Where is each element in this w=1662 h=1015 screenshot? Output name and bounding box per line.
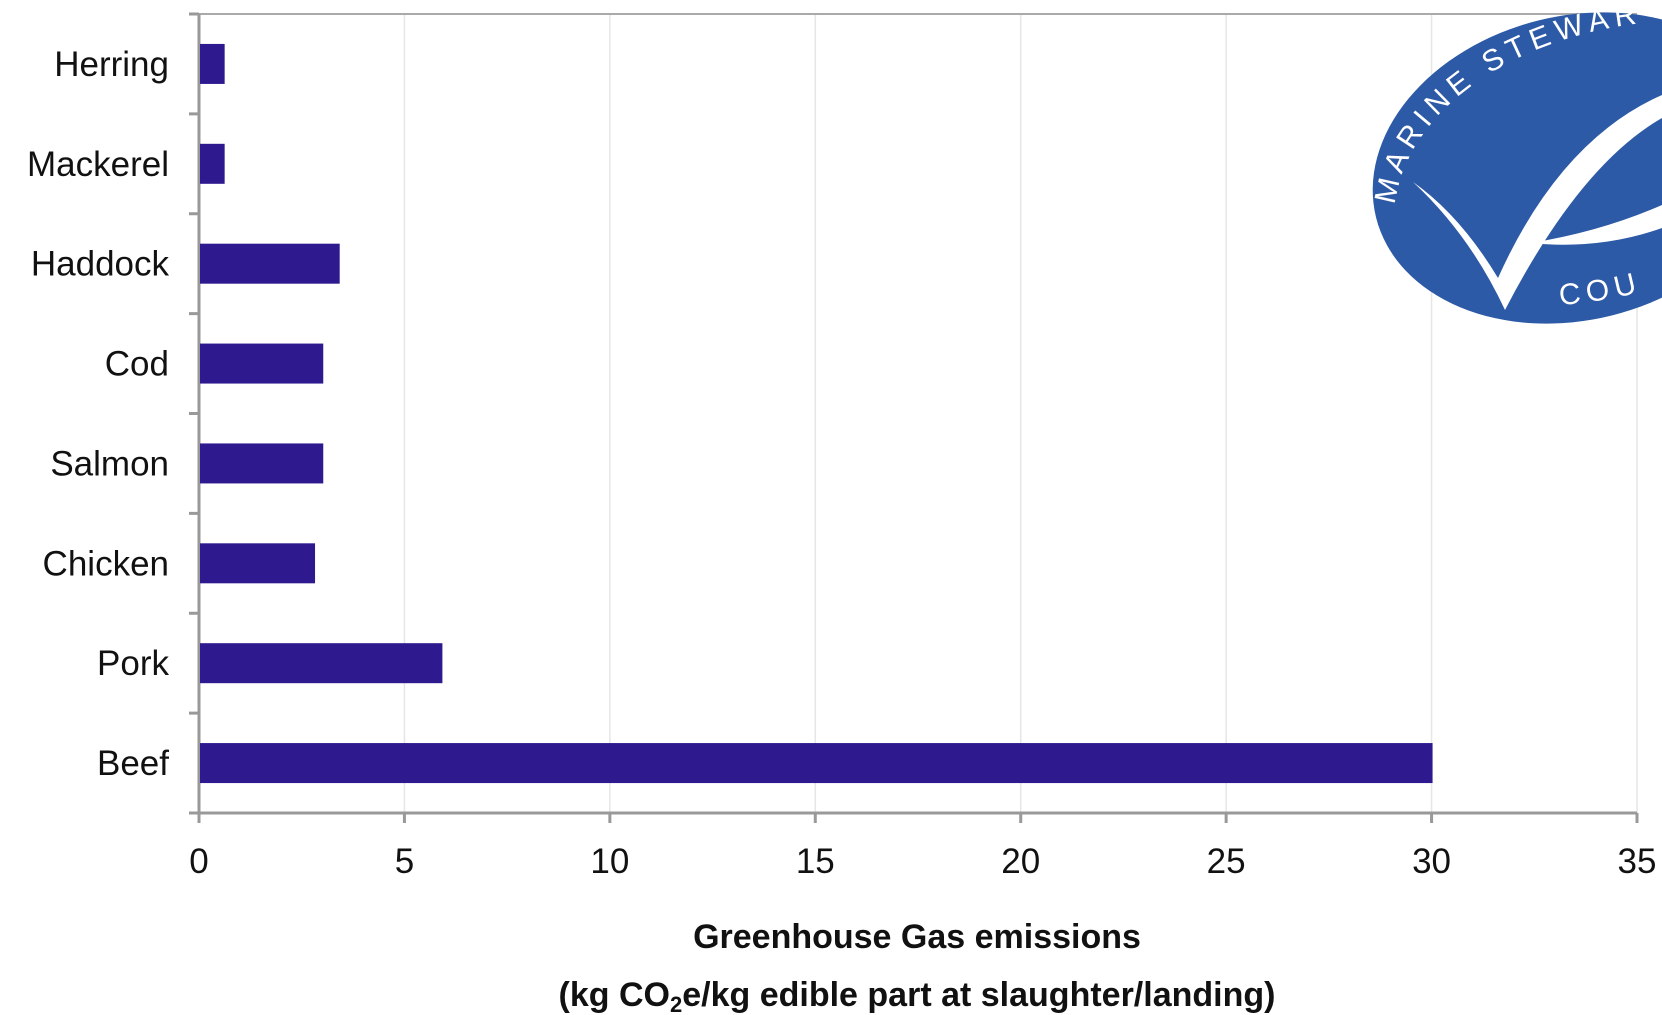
x-tick-label: 0 <box>189 842 208 881</box>
category-label-pork: Pork <box>97 644 169 683</box>
msc-logo: MARINE STEWAR COU <box>1339 0 1662 365</box>
category-label-chicken: Chicken <box>43 544 169 583</box>
category-label-mackerel: Mackerel <box>27 145 169 184</box>
x-tick-label: 10 <box>590 842 629 881</box>
x-axis-title-part1: (kg CO <box>559 976 670 1014</box>
x-axis-title-part2: e/kg edible part at slaughter/landing) <box>682 976 1275 1014</box>
category-label-beef: Beef <box>97 744 169 783</box>
category-label-cod: Cod <box>105 345 169 384</box>
x-axis-title-line2: (kg CO2e/kg edible part at slaughter/lan… <box>559 976 1276 1015</box>
category-labels: Herring Mackerel Haddock Cod Salmon Chicken Po… <box>27 45 169 783</box>
category-label-salmon: Salmon <box>50 444 169 483</box>
bar-pork <box>200 643 442 683</box>
bar-beef <box>200 743 1433 783</box>
bar-cod <box>200 344 323 384</box>
x-axis-title-subscript: 2 <box>670 992 682 1015</box>
x-tick-label: 35 <box>1618 842 1657 881</box>
bar-salmon <box>200 443 323 483</box>
x-tick-label: 30 <box>1412 842 1451 881</box>
x-tick-label: 25 <box>1207 842 1246 881</box>
bars <box>200 44 1433 783</box>
x-tick-labels: 0 5 10 15 20 25 30 35 <box>189 842 1656 881</box>
bar-mackerel <box>200 144 225 184</box>
x-tick-label: 15 <box>796 842 835 881</box>
bar-haddock <box>200 244 340 284</box>
category-label-haddock: Haddock <box>31 245 170 284</box>
bar-herring <box>200 44 225 84</box>
category-label-herring: Herring <box>54 45 169 84</box>
x-tick-label: 20 <box>1001 842 1040 881</box>
x-axis-title-line1: Greenhouse Gas emissions <box>693 918 1141 956</box>
bar-chicken <box>200 543 315 583</box>
x-tick-label: 5 <box>395 842 414 881</box>
